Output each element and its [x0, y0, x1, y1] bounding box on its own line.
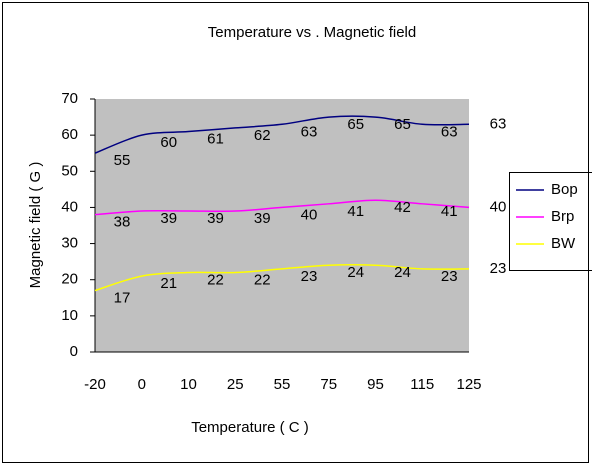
y-tick-label: 50 — [61, 162, 78, 179]
y-tick-label: 0 — [70, 343, 78, 360]
data-label: 23 — [301, 268, 318, 285]
data-label: 39 — [160, 210, 177, 227]
data-label: 61 — [207, 130, 224, 147]
plot-area — [95, 99, 469, 352]
data-label: 39 — [254, 210, 271, 227]
data-label: 23 — [490, 260, 507, 277]
data-label: 65 — [394, 116, 411, 133]
chart-title: Temperature vs . Magnetic field — [208, 24, 416, 41]
x-tick-label: 25 — [227, 376, 244, 393]
y-tick-label: 40 — [61, 198, 78, 215]
data-label: 40 — [301, 206, 318, 223]
x-tick-label: 0 — [138, 376, 146, 393]
x-tick-label: -20 — [84, 376, 106, 393]
data-label: 38 — [114, 214, 131, 231]
data-label: 60 — [160, 134, 177, 151]
data-label: 24 — [347, 264, 364, 281]
data-label: 63 — [441, 123, 458, 140]
x-axis-label: Temperature ( C ) — [191, 419, 309, 436]
data-label: 21 — [160, 275, 177, 292]
data-label: 63 — [301, 123, 318, 140]
data-label: 17 — [114, 290, 131, 307]
legend-box — [509, 172, 592, 271]
data-label: 41 — [347, 203, 364, 220]
data-label: 63 — [490, 115, 507, 132]
data-label: 23 — [441, 268, 458, 285]
data-label: 55 — [114, 152, 131, 169]
series-line — [94, 199, 470, 216]
data-label: 42 — [394, 199, 411, 216]
series-line — [94, 264, 470, 292]
data-label: 65 — [347, 116, 364, 133]
x-tick-label: 115 — [410, 376, 434, 393]
data-label: 22 — [207, 271, 224, 288]
y-tick-label: 60 — [61, 126, 78, 143]
legend-label: Brp — [551, 208, 574, 225]
x-tick-label: 95 — [367, 376, 384, 393]
y-tick-label: 30 — [61, 235, 78, 252]
data-label: 41 — [441, 203, 458, 220]
y-tick-label: 20 — [61, 271, 78, 288]
y-axis-label: Magnetic field ( G ) — [27, 162, 44, 289]
legend-label: BW — [551, 235, 576, 252]
data-label: 62 — [254, 127, 271, 144]
x-tick-label: 75 — [320, 376, 337, 393]
y-tick-label: 10 — [61, 307, 78, 324]
series-line — [94, 115, 470, 154]
x-tick-label: 55 — [274, 376, 291, 393]
data-label: 24 — [394, 264, 411, 281]
legend-label: Bop — [551, 181, 578, 198]
y-tick-label: 70 — [61, 90, 78, 107]
data-label: 40 — [490, 198, 507, 215]
data-label: 39 — [207, 210, 224, 227]
data-label: 22 — [254, 271, 271, 288]
x-tick-label: 125 — [456, 376, 481, 393]
x-tick-label: 10 — [180, 376, 197, 393]
